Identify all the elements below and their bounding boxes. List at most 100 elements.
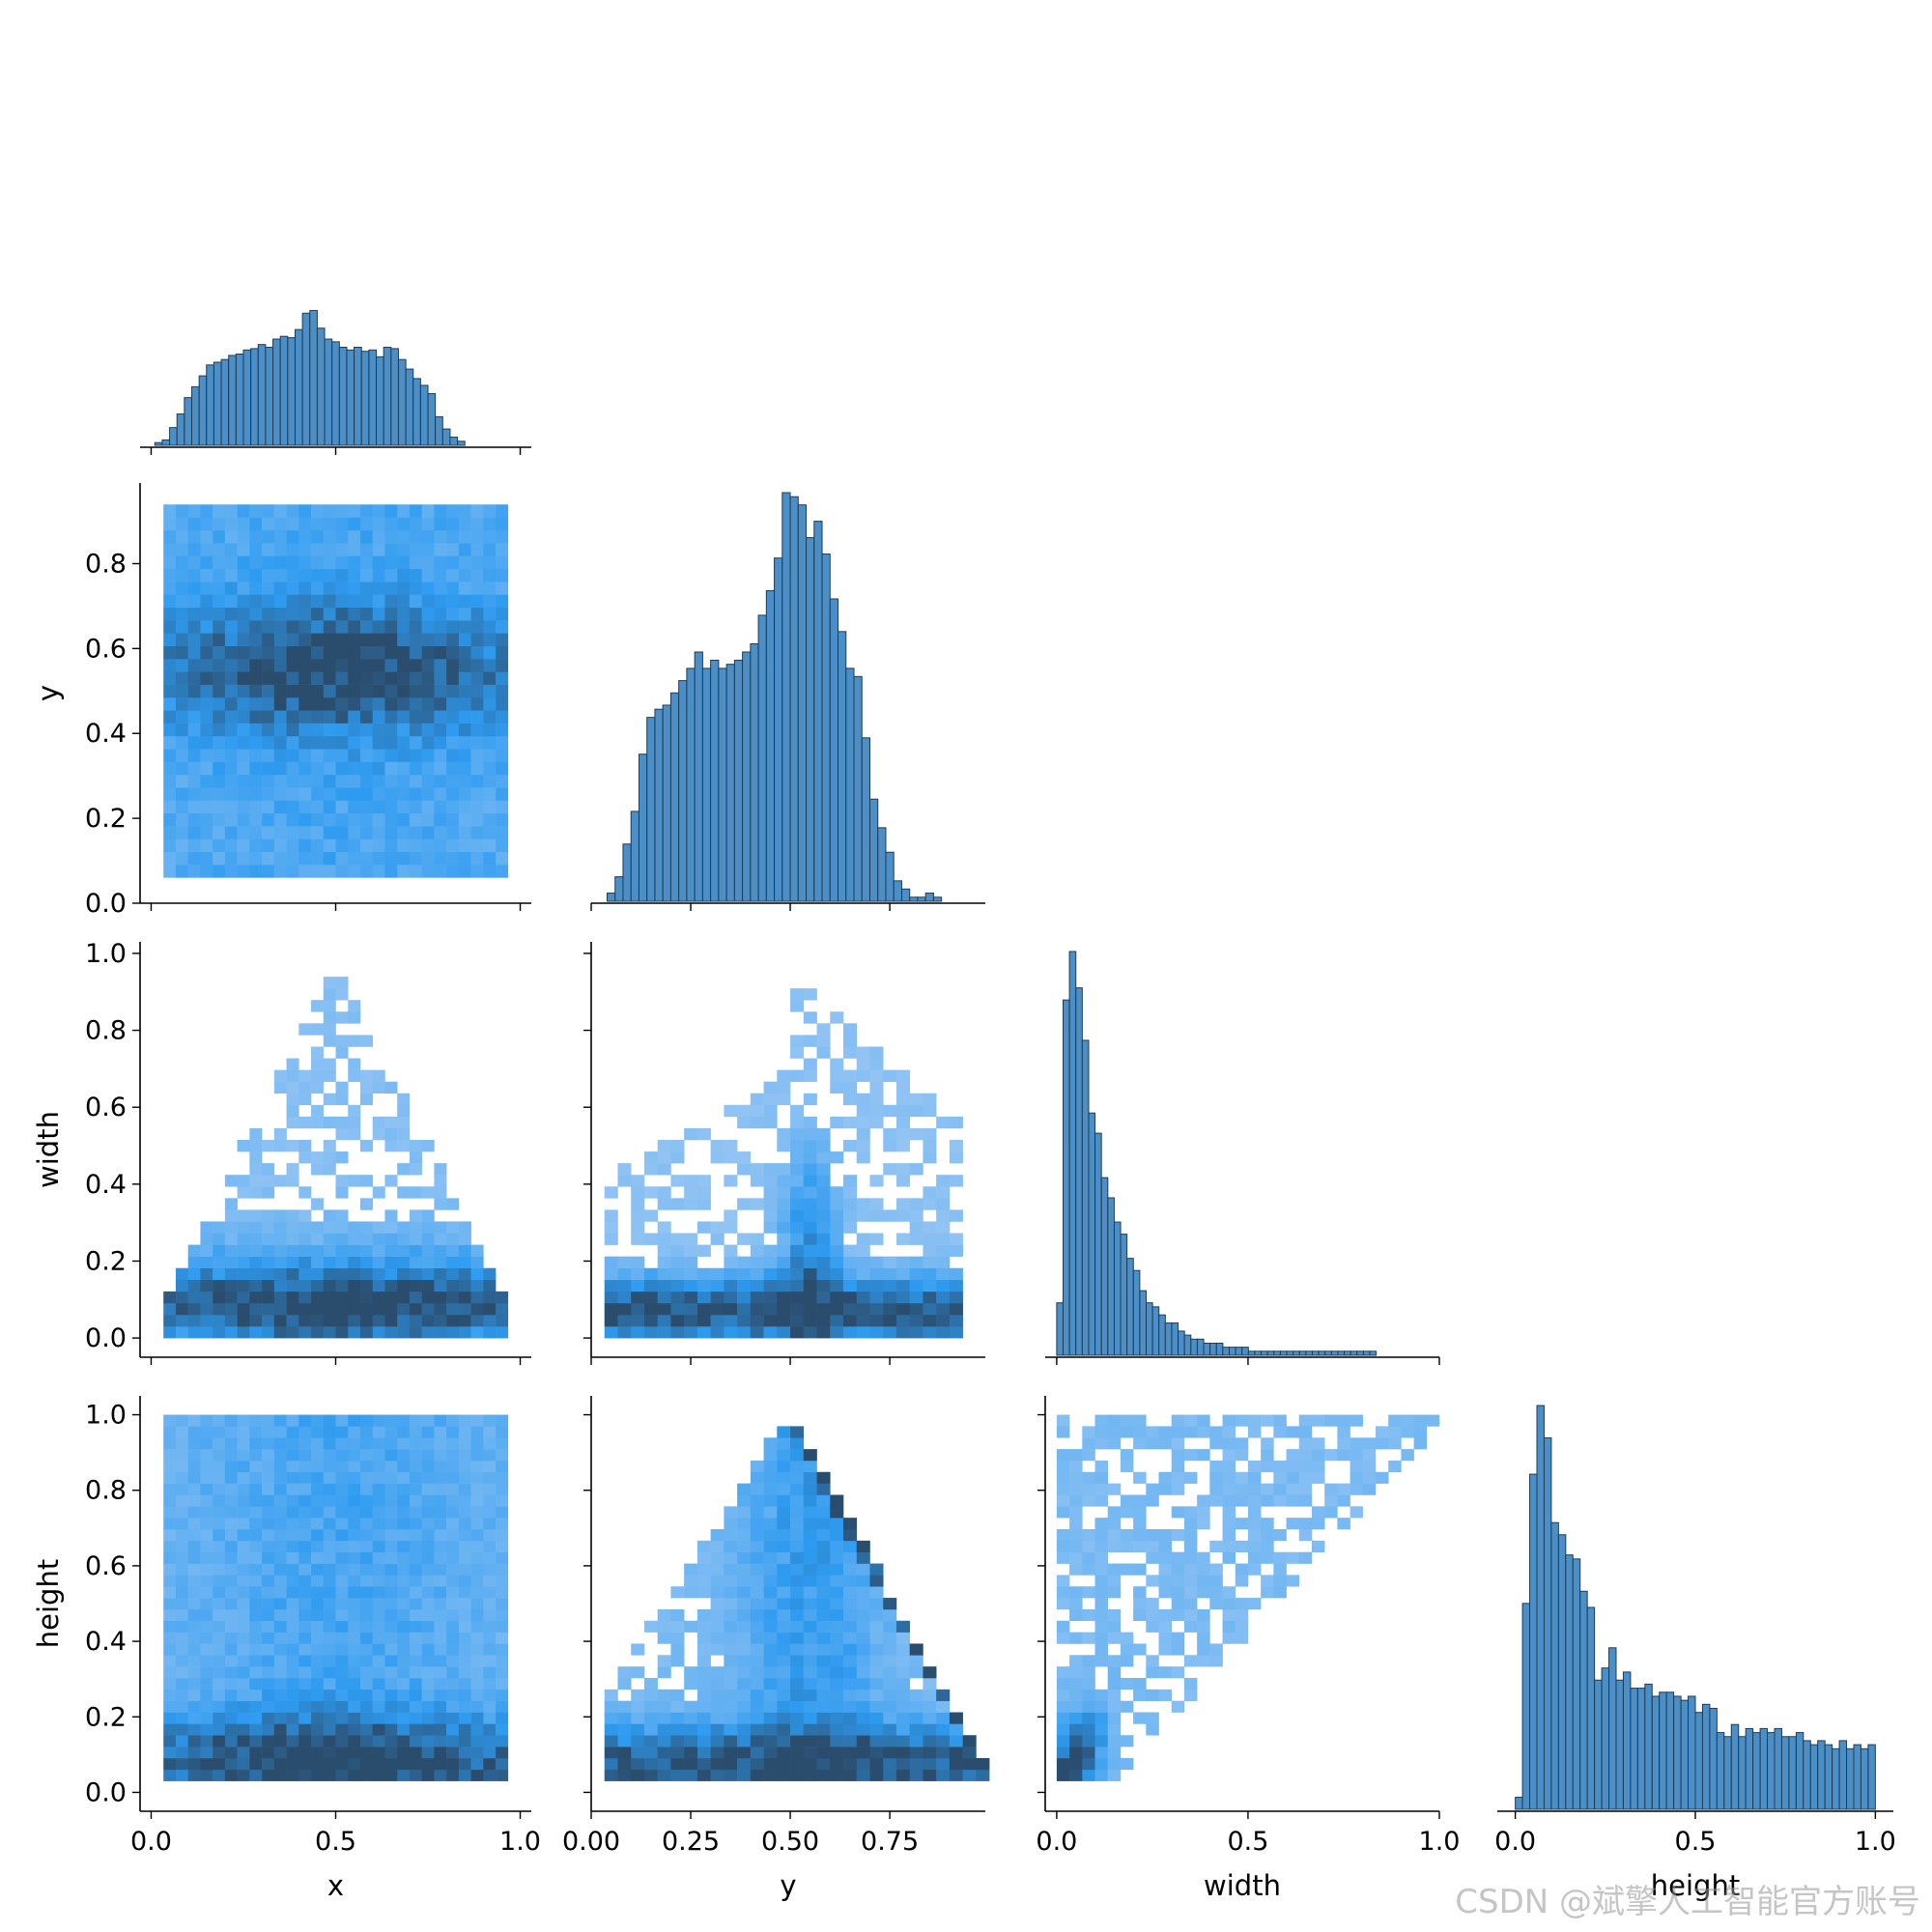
heatmap-cell xyxy=(224,1757,238,1771)
heatmap-cell xyxy=(1094,1723,1108,1736)
heatmap-cell xyxy=(936,1326,951,1339)
heatmap-cell xyxy=(763,1449,778,1462)
heatmap-cell xyxy=(213,1563,226,1576)
heatmap-cell xyxy=(409,517,422,531)
heatmap-cell xyxy=(724,1291,738,1304)
hist-bar xyxy=(1759,1727,1769,1810)
heatmap-cell xyxy=(372,1677,385,1690)
heatmap-cell xyxy=(237,696,250,711)
heatmap-cell xyxy=(163,1598,177,1610)
heatmap-cell xyxy=(249,1426,263,1438)
heatmap-cell xyxy=(434,504,447,518)
heatmap-cell xyxy=(372,812,385,827)
heatmap-cell xyxy=(421,504,435,518)
heatmap-cell xyxy=(483,1586,497,1599)
heatmap-cell xyxy=(187,1723,201,1736)
heatmap-cell xyxy=(458,1302,471,1316)
heatmap-cell xyxy=(843,1069,858,1082)
heatmap-cell xyxy=(237,1414,250,1427)
heatmap-cell xyxy=(384,568,398,582)
heatmap-cell xyxy=(777,1563,791,1576)
heatmap-cell xyxy=(883,1256,897,1269)
hist-bar xyxy=(1565,1554,1574,1810)
hist-bar xyxy=(1081,1039,1090,1356)
heatmap-cell xyxy=(434,1540,447,1552)
heatmap-cell xyxy=(213,1437,226,1450)
heatmap-cell xyxy=(869,1700,884,1713)
heatmap-cell xyxy=(175,1689,188,1701)
heatmap-cell xyxy=(724,1326,738,1339)
heatmap-cell xyxy=(298,1518,312,1530)
heatmap-cell xyxy=(213,800,226,814)
heatmap-cell xyxy=(684,1666,698,1679)
heatmap-cell xyxy=(175,1769,188,1781)
heatmap-cell xyxy=(483,504,497,518)
heatmap-cell xyxy=(483,517,497,531)
heatmap-cell xyxy=(163,1677,177,1690)
heatmap-cell xyxy=(200,594,213,609)
heatmap-cell xyxy=(348,1221,361,1234)
heatmap-cell xyxy=(790,1666,805,1679)
heatmap-cell xyxy=(359,1414,374,1427)
heatmap-cell xyxy=(458,761,471,776)
heatmap-cell xyxy=(1146,1529,1159,1542)
heatmap-cell xyxy=(175,1494,188,1507)
heatmap-cell xyxy=(224,838,238,853)
heatmap-cell xyxy=(237,529,250,544)
heatmap-cell xyxy=(372,1506,385,1519)
heatmap-cell xyxy=(763,1747,778,1759)
heatmap-cell xyxy=(286,1326,299,1339)
heatmap-cell xyxy=(175,1540,188,1552)
heatmap-cell xyxy=(830,1081,844,1094)
heatmap-cell xyxy=(1286,1483,1300,1495)
heatmap-cell xyxy=(1171,1414,1185,1427)
heatmap-cell xyxy=(213,1723,226,1736)
heatmap-cell xyxy=(187,1666,201,1679)
hist-bar xyxy=(1680,1699,1690,1810)
heatmap-cell xyxy=(224,1575,238,1587)
heatmap-cell xyxy=(856,1314,870,1327)
heatmap-cell xyxy=(311,529,325,544)
heatmap-cell xyxy=(830,1540,844,1552)
heatmap-cell xyxy=(200,1747,213,1759)
heatmap-cell xyxy=(883,1769,897,1781)
heatmap-cell xyxy=(458,645,471,660)
heatmap-cell xyxy=(335,1414,349,1427)
heatmap-cell xyxy=(949,1267,963,1281)
heatmap-cell xyxy=(397,1518,411,1530)
heatmap-cell xyxy=(856,1058,870,1070)
hist-bar xyxy=(893,880,902,902)
heatmap-cell xyxy=(421,1540,435,1552)
heatmap-cell xyxy=(286,761,299,776)
heatmap-cell xyxy=(936,1116,951,1129)
heatmap-cell xyxy=(777,1769,791,1781)
heatmap-cell xyxy=(187,1302,201,1316)
heatmap-cell xyxy=(803,1151,817,1164)
heatmap-cell xyxy=(1183,1575,1198,1587)
heatmap-cell xyxy=(372,1449,385,1462)
heatmap-cell xyxy=(737,1163,752,1176)
heatmap-cell xyxy=(843,1689,858,1701)
heatmap-cell xyxy=(909,1747,923,1759)
heatmap-cell xyxy=(869,1291,884,1304)
heatmap-cell xyxy=(237,607,250,621)
hist-bar xyxy=(1247,1350,1256,1356)
heatmap-cell xyxy=(496,568,509,582)
heatmap-cell xyxy=(311,568,325,582)
heatmap-cell xyxy=(286,1471,299,1484)
heatmap-cell xyxy=(830,1735,844,1747)
heatmap-cell xyxy=(936,1221,951,1234)
hist-bar xyxy=(861,737,870,902)
heatmap-cell xyxy=(483,1747,497,1759)
heatmap-cell xyxy=(750,1598,764,1610)
heatmap-cell xyxy=(604,1769,618,1781)
heatmap-cell xyxy=(696,1314,711,1327)
heatmap-cell xyxy=(1261,1414,1274,1427)
heatmap-cell xyxy=(298,1267,312,1281)
heatmap-cell xyxy=(1107,1712,1122,1724)
heatmap-cell xyxy=(249,1139,263,1152)
heatmap-cell xyxy=(803,1279,817,1293)
heatmap-cell xyxy=(409,645,422,660)
heatmap-cell xyxy=(869,1712,884,1724)
heatmap-cell xyxy=(843,1291,858,1304)
